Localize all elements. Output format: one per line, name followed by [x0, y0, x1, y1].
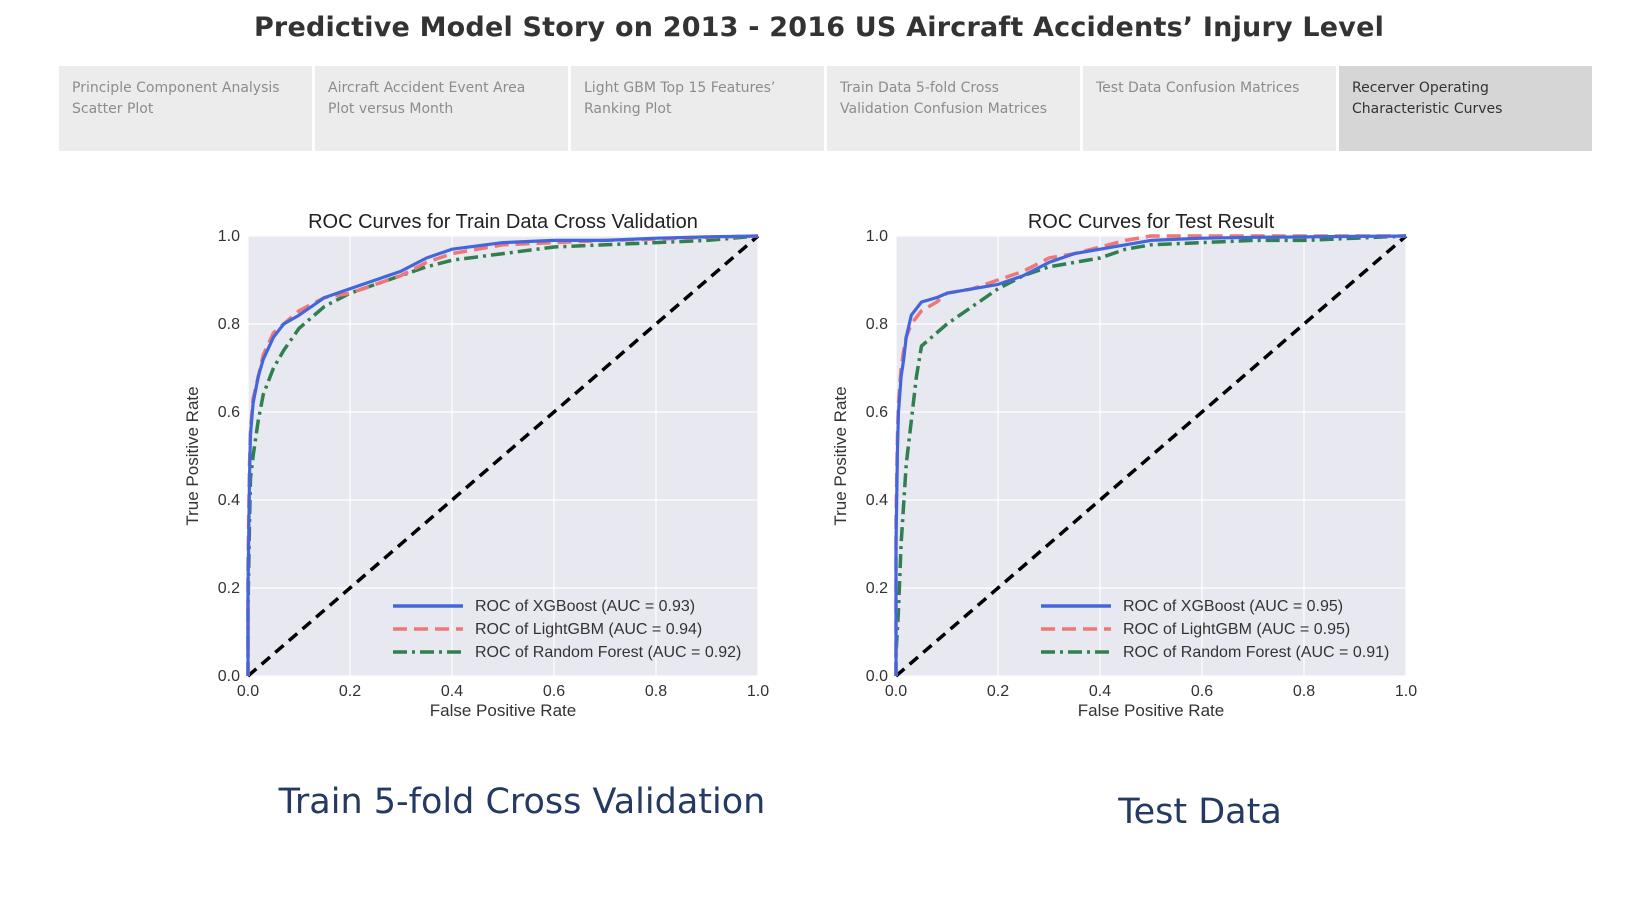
- story-title: Predictive Model Story on 2013 - 2016 US…: [253, 12, 1385, 43]
- tab-pca-scatter-plot[interactable]: Principle Component Analysis Scatter Plo…: [59, 66, 312, 151]
- y-tick-label: 0.8: [218, 316, 240, 333]
- tab-train-confusion-matrices[interactable]: Train Data 5-fold Cross Validation Confu…: [827, 66, 1080, 151]
- x-tick-label: 0.0: [237, 683, 259, 700]
- roc-line-xgboost: [894, 234, 1407, 676]
- y-axis-label: True Positive Rate: [831, 386, 850, 525]
- roc-line-xgboost: [246, 234, 759, 676]
- x-tick-label: 1.0: [747, 683, 769, 700]
- x-axis-label: False Positive Rate: [430, 701, 576, 720]
- tab-roc-curves[interactable]: Recerver Operating Characteristic Curves: [1339, 66, 1592, 151]
- caption-train-cross-validation: Train 5-fold Cross Validation: [278, 782, 766, 822]
- tab-event-area-plot[interactable]: Aircraft Accident Event Area Plot versus…: [315, 66, 568, 151]
- diagonal-reference-line: [246, 234, 760, 678]
- caption-test-data: Test Data: [1118, 792, 1282, 832]
- y-tick-label: 0.6: [866, 404, 888, 421]
- chart-title: ROC Curves for Train Data Cross Validati…: [308, 211, 698, 233]
- y-tick-label: 0.6: [218, 404, 240, 421]
- diagonal-reference-line: [894, 234, 1408, 678]
- y-tick-label: 0.0: [866, 668, 888, 685]
- chart-title: ROC Curves for Test Result: [1028, 211, 1275, 233]
- x-tick-label: 0.4: [441, 683, 463, 700]
- y-tick-label: 0.0: [218, 668, 240, 685]
- legend-entry-random-forest: ROC of Random Forest (AUC = 0.92): [475, 644, 741, 661]
- y-tick-label: 0.8: [866, 316, 888, 333]
- x-tick-label: 0.6: [543, 683, 565, 700]
- y-tick-label: 0.2: [866, 580, 888, 597]
- y-tick-label: 0.4: [218, 492, 240, 509]
- y-tick-label: 0.2: [218, 580, 240, 597]
- x-tick-label: 0.8: [1293, 683, 1315, 700]
- x-tick-label: 0.8: [645, 683, 667, 700]
- y-tick-label: 1.0: [866, 228, 888, 245]
- legend-entry-xgboost: ROC of XGBoost (AUC = 0.95): [1123, 598, 1343, 615]
- roc-chart-train: 0.0 0.2 0.4 0.6 0.8 1.0 0.0 0.2 0.4 0.6 0.8 1.0 ROC …: [183, 211, 769, 720]
- y-axis-label: True Positive Rate: [183, 386, 202, 525]
- x-tick-label: 0.2: [987, 683, 1009, 700]
- x-axis-label: False Positive Rate: [1078, 701, 1224, 720]
- y-tick-label: 0.4: [866, 492, 888, 509]
- tab-test-confusion-matrices[interactable]: Test Data Confusion Matrices: [1083, 66, 1336, 151]
- x-tick-label: 0.0: [885, 683, 907, 700]
- x-tick-label: 1.0: [1395, 683, 1417, 700]
- legend-entry-xgboost: ROC of XGBoost (AUC = 0.93): [475, 598, 695, 615]
- legend-entry-random-forest: ROC of Random Forest (AUC = 0.91): [1123, 644, 1389, 661]
- legend-entry-lightgbm: ROC of LightGBM (AUC = 0.95): [1123, 621, 1350, 638]
- x-tick-label: 0.4: [1089, 683, 1111, 700]
- roc-chart-test: 0.0 0.2 0.4 0.6 0.8 1.0 0.0 0.2 0.4 0.6 0.8 1.0 ROC …: [831, 211, 1417, 720]
- y-tick-label: 1.0: [218, 228, 240, 245]
- roc-line-random-forest: [894, 234, 1407, 676]
- x-tick-label: 0.6: [1191, 683, 1213, 700]
- roc-line-random-forest: [246, 234, 759, 676]
- tab-lightgbm-feature-ranking[interactable]: Light GBM Top 15 Features’ Ranking Plot: [571, 66, 824, 151]
- story-navigation: Principle Component Analysis Scatter Plo…: [59, 66, 1592, 151]
- legend-entry-lightgbm: ROC of LightGBM (AUC = 0.94): [475, 621, 702, 638]
- x-tick-label: 0.2: [339, 683, 361, 700]
